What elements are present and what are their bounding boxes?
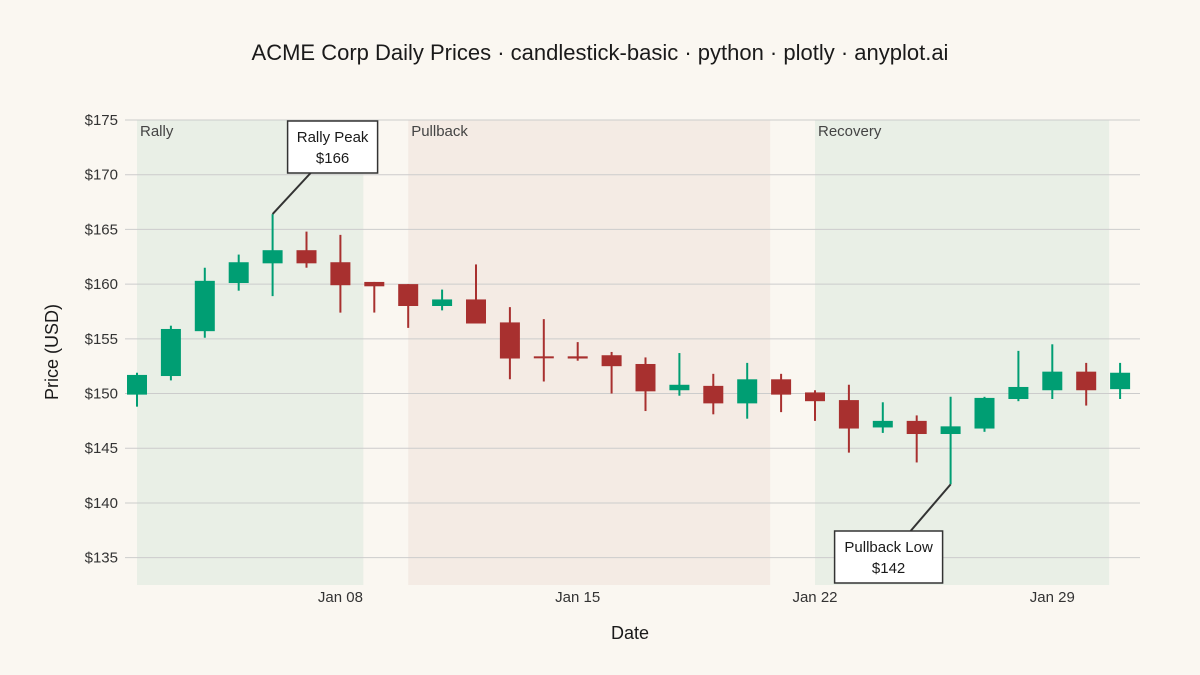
annotations: Rally Peak $166 Pullback Low $142 (271, 120, 952, 584)
candle-body (398, 284, 419, 306)
candle-down (567, 342, 588, 361)
candle-down (533, 319, 554, 382)
annotation-value: $166 (316, 150, 349, 167)
region-band-recovery (815, 120, 1110, 585)
x-tick-label: Jan 29 (1030, 589, 1075, 606)
region-label-recovery: Recovery (818, 123, 882, 140)
candle-up (432, 289, 453, 311)
candle-body (906, 420, 927, 435)
candle-body (296, 250, 317, 264)
annotation-pullback-low: Pullback Low $142 (833, 483, 952, 584)
annotation-arrow (909, 483, 952, 532)
y-tick-label: $135 (85, 550, 118, 567)
annotation-rally-peak: Rally Peak $166 (271, 120, 379, 215)
candle-body (974, 397, 995, 429)
y-tick-label: $170 (85, 167, 118, 184)
candle-body (533, 356, 554, 359)
candle-down (364, 281, 385, 313)
y-tick-label: $140 (85, 495, 118, 512)
candle-up (127, 372, 147, 407)
candle-body (872, 420, 893, 428)
candle-down (703, 373, 724, 415)
candle-up (737, 362, 758, 419)
annotation-title: Rally Peak (297, 129, 369, 146)
annotation-box (833, 530, 944, 584)
y-tick-label: $155 (85, 331, 118, 348)
x-tick-label: Jan 08 (318, 589, 363, 606)
candle-body (1008, 386, 1029, 399)
candle-body (466, 299, 486, 324)
candle-body (432, 299, 453, 306)
y-tick-label: $160 (85, 276, 118, 293)
annotation-title: Pullback Low (844, 539, 933, 556)
candle-up (1042, 344, 1063, 399)
candle-body (160, 328, 181, 377)
candle-down (398, 284, 419, 328)
candle-body (1042, 371, 1063, 391)
candle-up (872, 402, 893, 433)
chart-title: ACME Corp Daily Prices · candlestick-bas… (252, 40, 949, 65)
candles (127, 214, 1131, 485)
candle-up (228, 254, 249, 291)
region-label-rally: Rally (140, 123, 174, 140)
candle-body (1110, 372, 1131, 390)
candle-body (330, 262, 351, 286)
candle-up (940, 396, 961, 485)
candle-body (940, 426, 961, 435)
candle-body (635, 363, 656, 392)
candle-down (906, 415, 927, 463)
grid-lines (125, 119, 1140, 559)
y-axis-ticks: $135 $140 $145 $150 $155 $160 $165 $170 $175 (85, 112, 118, 567)
candle-down (330, 234, 351, 313)
candle-down (601, 351, 622, 394)
candle-up (669, 353, 690, 396)
candle-body (805, 392, 825, 402)
candle-body (737, 379, 758, 404)
candle-up (1110, 362, 1131, 399)
candle-body (703, 385, 724, 404)
region-label-pullback: Pullback (411, 123, 468, 140)
candle-body (838, 400, 859, 429)
candle-body (669, 384, 690, 391)
x-axis-title: Date (611, 623, 649, 643)
candle-body (262, 250, 283, 264)
candle-body (567, 356, 588, 359)
region-bands: Rally Pullback Recovery (137, 120, 1110, 585)
candle-up (160, 325, 181, 381)
candle-up (262, 214, 283, 297)
region-band-pullback (408, 120, 771, 585)
candle-down (838, 384, 859, 453)
y-tick-label: $150 (85, 386, 118, 403)
candle-up (1008, 350, 1029, 402)
y-tick-label: $165 (85, 221, 118, 238)
candle-body (499, 322, 520, 359)
y-tick-label: $175 (85, 112, 118, 129)
x-tick-label: Jan 15 (555, 589, 600, 606)
candle-body (228, 262, 249, 284)
x-tick-label: Jan 22 (792, 589, 837, 606)
y-axis-title: Price (USD) (42, 304, 62, 400)
candle-down (499, 307, 520, 380)
annotation-box (286, 120, 379, 174)
candle-body (1076, 371, 1097, 391)
annotation-arrow (271, 172, 312, 215)
candle-down (771, 373, 792, 413)
y-tick-label: $145 (85, 440, 118, 457)
candle-down (296, 231, 317, 268)
candle-down (1076, 362, 1097, 406)
candle-body (771, 379, 792, 395)
candle-body (194, 280, 215, 332)
candle-body (364, 281, 385, 287)
candle-down (466, 264, 486, 324)
annotation-value: $142 (872, 560, 905, 577)
candle-body (127, 374, 147, 395)
candle-down (635, 357, 656, 412)
candle-body (601, 355, 622, 367)
candle-up (194, 267, 215, 338)
candle-down (805, 390, 825, 421)
candle-up (974, 396, 995, 432)
